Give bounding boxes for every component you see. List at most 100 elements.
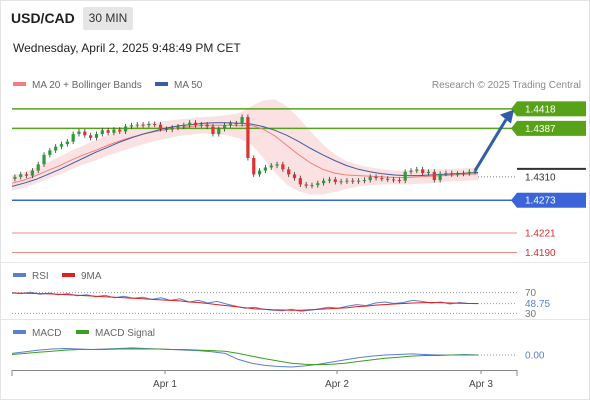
candle-body — [467, 171, 471, 174]
candle — [246, 114, 250, 161]
timeframe-badge[interactable]: 30 MIN — [83, 7, 133, 30]
candle-body — [263, 167, 267, 171]
candle — [467, 169, 471, 176]
candle-body — [36, 164, 40, 171]
candle — [48, 147, 52, 158]
forecast-arrow-head — [500, 109, 514, 124]
datetime-label: Wednesday, April 2, 2025 9:48:49 PM CET — [13, 41, 241, 55]
macd-swatch — [13, 330, 26, 335]
candle-body — [89, 135, 93, 138]
candle — [298, 175, 302, 187]
candle — [438, 171, 442, 183]
candle-body — [397, 180, 401, 182]
candle — [316, 180, 320, 188]
candle-body — [310, 185, 314, 187]
candle — [89, 132, 93, 141]
price-level-label: 1.4418 — [525, 104, 556, 115]
candle — [252, 155, 256, 177]
candle — [327, 176, 332, 184]
candle-body — [106, 130, 110, 133]
candle — [65, 139, 69, 147]
candle-body — [193, 122, 198, 126]
candle — [199, 122, 203, 128]
candle — [456, 171, 460, 177]
candle-body — [30, 170, 34, 176]
macd-last-value: 0.00 — [525, 351, 545, 362]
candle-body — [327, 179, 332, 181]
candle — [170, 125, 174, 133]
candle-body — [129, 125, 134, 127]
rsi-axis-tick-30: 30 — [525, 309, 537, 320]
candle — [100, 127, 104, 137]
ma50-line — [11, 122, 479, 187]
candle-body — [147, 123, 151, 126]
candle — [112, 127, 116, 136]
candle — [380, 175, 384, 182]
forecast-arrow-shaft — [473, 118, 508, 172]
candle-body — [19, 174, 23, 177]
candle — [386, 176, 390, 182]
candle — [228, 120, 233, 128]
legend-rsi: RSI — [13, 271, 49, 282]
candle — [322, 178, 326, 186]
candle — [257, 168, 262, 177]
candle-body — [123, 126, 128, 132]
candle-body — [94, 134, 99, 138]
candle — [310, 182, 314, 189]
price-level-tag — [517, 101, 586, 117]
candle-body — [345, 180, 349, 182]
legend-rsi-label: RSI — [32, 271, 49, 282]
candle — [403, 169, 407, 184]
candle-body — [298, 178, 302, 185]
candle — [444, 170, 448, 177]
candle-body — [368, 176, 372, 181]
candle-body — [135, 124, 139, 126]
candle-body — [182, 125, 186, 127]
candle-body — [240, 117, 244, 124]
candle-body — [362, 180, 367, 182]
legend-ma20: MA 20 + Bollinger Bands — [13, 80, 142, 91]
candle — [153, 121, 157, 128]
price-level-label: 1.4387 — [525, 124, 556, 135]
candle-body — [391, 179, 396, 181]
legend-ma50: MA 50 — [155, 80, 202, 91]
candle — [118, 127, 122, 135]
candle-body — [450, 173, 454, 175]
rsi-last-value: 48.75 — [525, 299, 550, 310]
candle-body — [48, 150, 52, 155]
candle — [83, 128, 87, 138]
candle-body — [205, 124, 209, 127]
rsi-swatch — [13, 273, 26, 278]
ma50-swatch — [155, 82, 168, 87]
candle-body — [287, 169, 291, 175]
candle — [356, 178, 361, 184]
candle-body — [54, 146, 58, 151]
candle-body — [223, 125, 227, 129]
bollinger-bands — [12, 99, 478, 195]
candle — [36, 161, 40, 174]
candle — [275, 161, 279, 169]
candle-body — [71, 134, 75, 142]
price-level-tag-pointer — [511, 192, 517, 208]
candle-body — [257, 170, 262, 175]
macd-signal-line — [11, 348, 478, 366]
candle — [123, 123, 128, 135]
candle-body — [141, 124, 145, 126]
candle-body — [170, 127, 174, 130]
candle — [211, 123, 215, 137]
candle — [205, 122, 209, 129]
candle-body — [246, 117, 250, 158]
candle — [397, 177, 401, 184]
legend-macd-signal: MACD Signal — [76, 328, 155, 339]
candle-body — [112, 129, 116, 133]
candle-body — [24, 174, 29, 176]
candle-body — [42, 154, 46, 165]
candle — [19, 171, 23, 180]
candle — [182, 122, 186, 129]
candle — [292, 171, 297, 181]
price-level-label: 1.4273 — [525, 196, 556, 207]
candle — [217, 126, 221, 137]
candle — [450, 170, 454, 177]
candle-body — [211, 126, 215, 135]
